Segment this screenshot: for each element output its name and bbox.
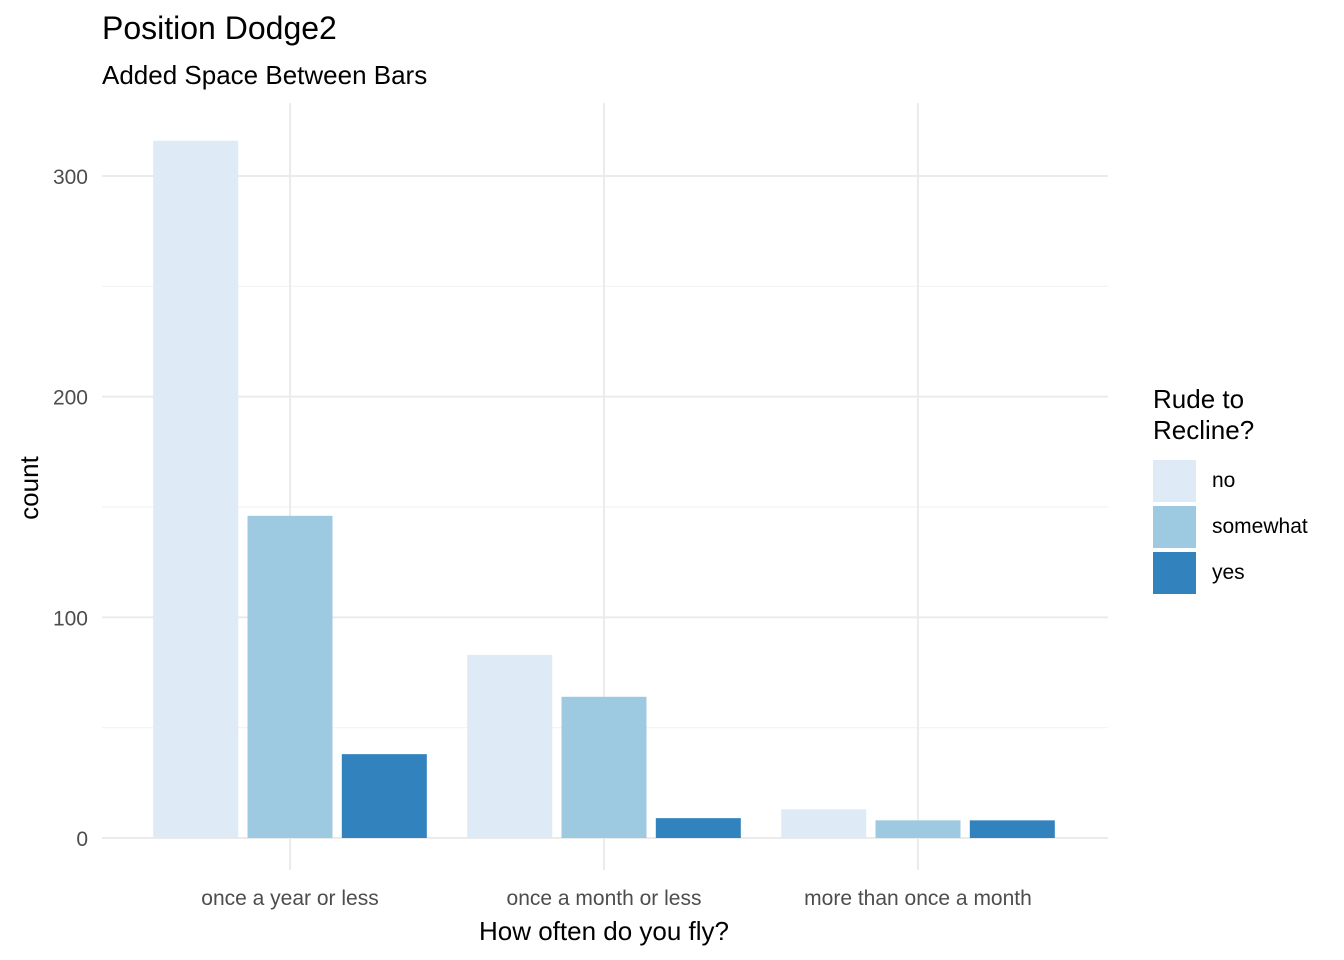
bar-somewhat [247,515,333,838]
legend-item-somewhat: somewhat [1153,504,1323,550]
legend-label: no [1212,469,1236,492]
bar-somewhat [561,696,647,838]
bar-yes [341,754,427,838]
legend-label: somewhat [1212,515,1308,538]
legend-title: Rude to Recline? [1153,384,1255,445]
bar-no [781,809,867,838]
y-axis-ticks: 0 100 200 300 [53,166,88,851]
x-axis-title: How often do you fly? [479,916,729,946]
legend-label: yes [1212,561,1245,584]
x-tick-label: more than once a month [804,887,1032,910]
legend-items: no somewhat yes [1153,458,1323,596]
bar-yes [655,818,741,838]
legend-swatch [1153,460,1196,502]
legend-item-no: no [1153,458,1323,504]
chart-subtitle: Added Space Between Bars [102,60,428,90]
bar-somewhat [875,820,961,838]
y-tick-label: 0 [76,828,88,851]
legend-swatch [1153,552,1196,594]
y-tick-label: 300 [53,166,88,189]
y-tick-label: 200 [53,387,88,410]
legend-swatch [1153,506,1196,548]
chart-title: Position Dodge2 [102,10,337,46]
bar-yes [969,820,1055,838]
x-tick-label: once a month or less [507,887,702,910]
legend-item-yes: yes [1153,550,1323,596]
bar-no [467,654,553,838]
bars [153,140,1055,838]
x-tick-label: once a year or less [201,887,378,910]
y-tick-label: 100 [53,607,88,630]
x-axis-ticks: once a year or less once a month or less m… [201,887,1032,910]
y-axis-title: count [14,455,44,519]
legend: Rude to Recline? no somewhat yes [1153,384,1323,596]
bar-no [153,140,239,838]
